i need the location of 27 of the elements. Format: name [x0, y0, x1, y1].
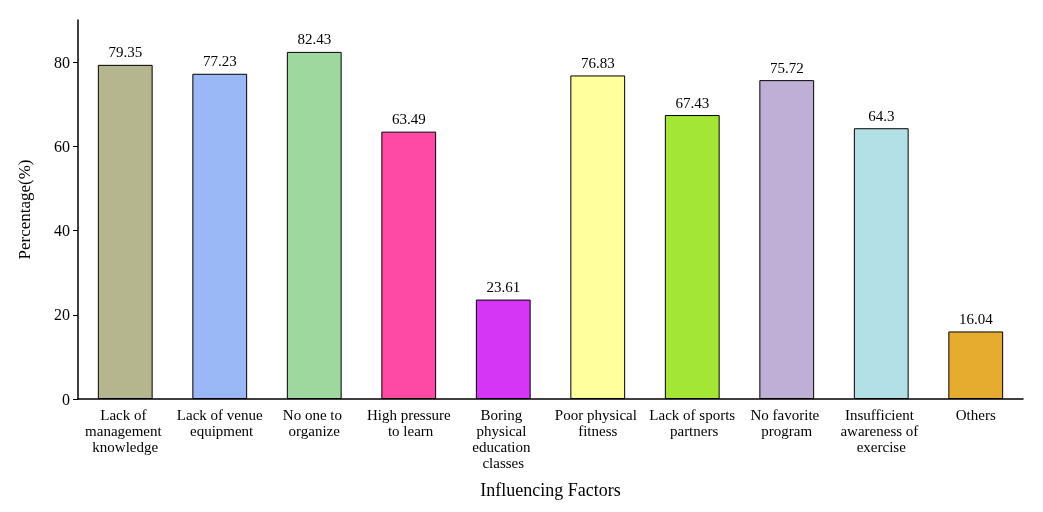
data-label: 23.61	[486, 279, 521, 296]
data-label: 63.49	[391, 111, 426, 128]
data-label: 76.83	[580, 54, 615, 71]
x-tick-label: Poor physical fitness	[554, 407, 641, 439]
y-tick-label: 80	[54, 53, 70, 71]
x-tick-label: Boring physical education classes	[472, 407, 535, 471]
y-tick-label: 40	[54, 222, 70, 240]
data-label: 16.04	[958, 310, 994, 327]
y-tick-label: 20	[54, 306, 70, 324]
data-label: 82.43	[297, 31, 332, 48]
data-label: 79.35	[108, 44, 143, 61]
data-label: 77.23	[202, 53, 237, 70]
x-tick-label: No one to organize	[282, 407, 346, 439]
data-label: 64.3	[868, 107, 895, 124]
data-label: 67.43	[675, 94, 710, 111]
data-label: 75.72	[769, 59, 804, 76]
y-tick-label: 0	[62, 390, 70, 408]
y-tick-label: 60	[54, 137, 70, 155]
x-tick-label: High pressure to learn	[366, 407, 451, 439]
x-tick-label: Others	[955, 407, 996, 423]
x-tick-label: Insufficient awareness of exercise	[840, 407, 923, 455]
x-tick-label: Lack of management knowledge	[85, 407, 166, 455]
x-tick-label: Lack of sports partners	[649, 407, 736, 439]
y-axis-title: Percentage(%)	[15, 159, 34, 260]
x-tick-label: Lack of venue equipment	[176, 407, 263, 439]
x-tick-label: No favorite program	[750, 407, 823, 439]
x-axis-title: Influencing Factors	[480, 480, 621, 500]
